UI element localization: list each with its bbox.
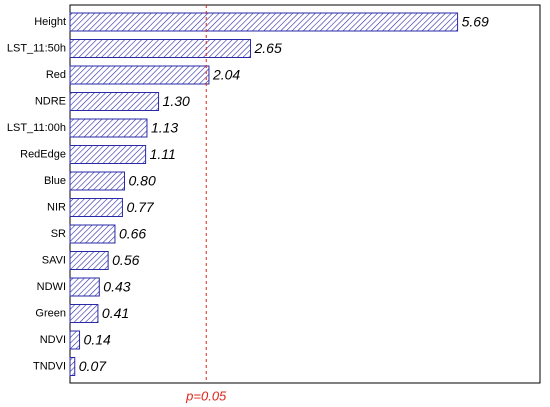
bar [69,304,99,323]
value-label: 0.77 [126,199,154,215]
value-label: 1.11 [150,146,176,162]
category-label: TNDVI [33,360,66,372]
category-label: SAVI [42,254,66,266]
bar [69,118,148,138]
bar [69,39,252,58]
bar [69,145,147,164]
category-label: Red [46,69,66,81]
value-label: 0.66 [119,226,146,242]
category-label: LST_11:50h [7,42,66,54]
bar [69,277,100,297]
category-label: NIR [47,201,66,213]
category-label: NDWI [37,281,66,293]
bar [69,92,160,111]
value-label: 1.30 [163,93,190,109]
bar [69,65,210,85]
value-label: 2.04 [212,67,240,83]
category-label: NDVI [40,334,66,346]
bar [69,198,123,217]
plot-frame [69,4,541,384]
category-label: Blue [44,175,66,187]
category-label: Height [34,16,66,28]
value-label: 0.41 [102,305,129,321]
bar [69,330,81,350]
category-label: SR [51,228,66,240]
value-label: 0.07 [79,358,107,374]
value-label: 0.43 [103,279,130,295]
category-label: NDRE [35,95,66,107]
value-label: 1.13 [151,120,178,136]
category-label: Green [35,307,66,319]
category-label: LST_11:00h [7,122,66,134]
bar [69,357,76,376]
bar [69,171,125,191]
value-label: 0.56 [112,252,139,268]
bar [69,12,459,32]
value-label: 0.80 [128,173,155,189]
value-label: 2.65 [254,40,282,56]
category-label: RedEdge [20,148,66,160]
bar [69,251,109,270]
value-label: 0.14 [84,332,111,348]
value-label: 5.69 [462,14,489,30]
reference-label: p=0.05 [185,388,227,403]
bar [69,224,116,244]
